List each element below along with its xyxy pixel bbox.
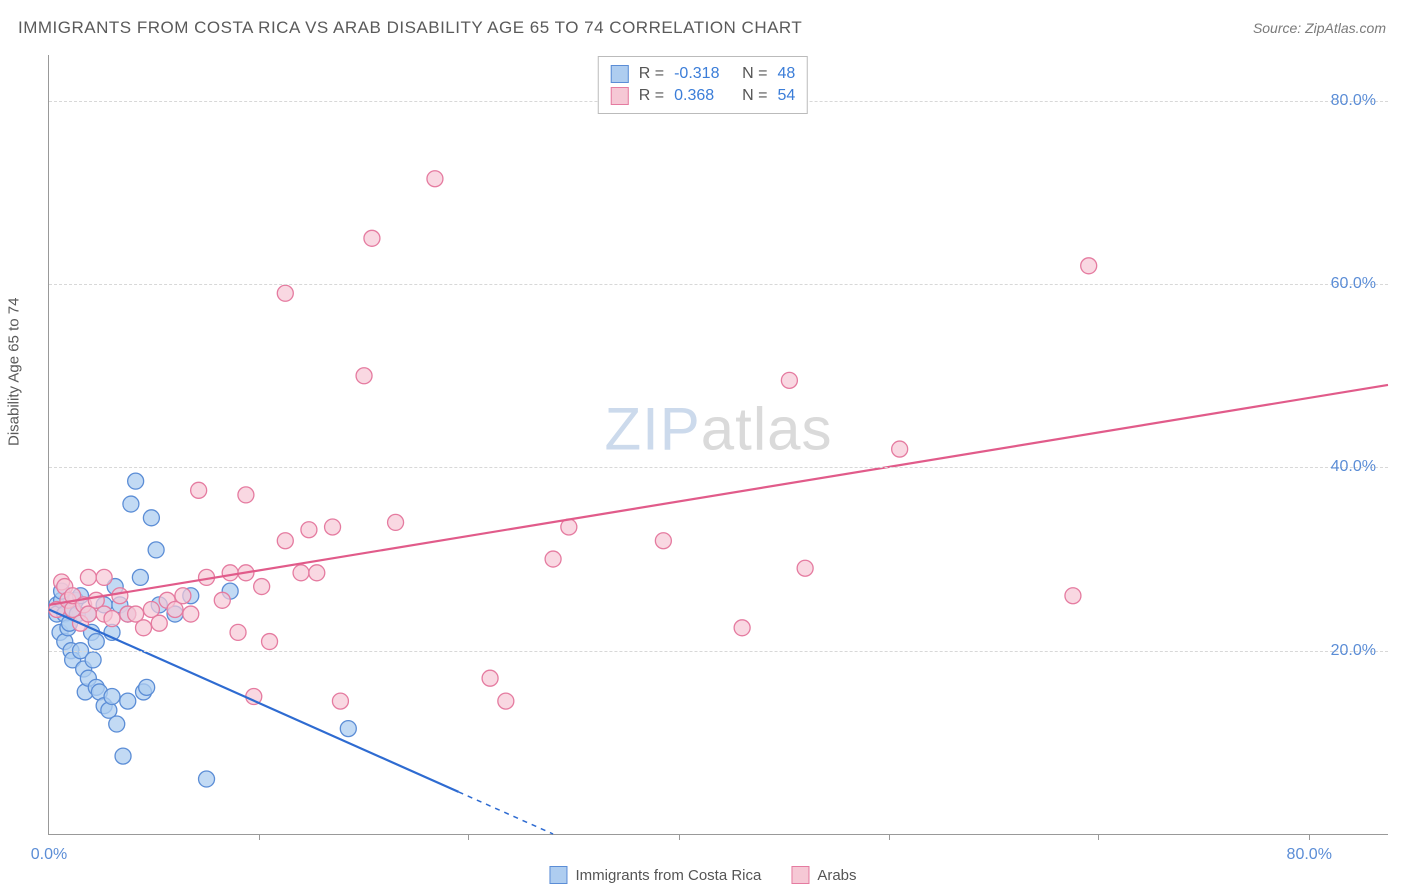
data-point <box>332 693 348 709</box>
xtick-mark <box>1098 834 1099 840</box>
gridline-h <box>49 284 1388 285</box>
data-point <box>1081 258 1097 274</box>
r-value-1: 0.368 <box>674 87 732 105</box>
data-point <box>340 721 356 737</box>
regression-line-dashed <box>459 792 554 834</box>
y-axis-label: Disability Age 65 to 74 <box>6 298 23 446</box>
data-point <box>482 670 498 686</box>
data-point <box>115 748 131 764</box>
data-point <box>388 514 404 530</box>
xtick-label: 80.0% <box>1287 846 1332 864</box>
xtick-mark <box>679 834 680 840</box>
data-point <box>148 542 164 558</box>
data-point <box>88 634 104 650</box>
data-point <box>222 565 238 581</box>
xtick-mark <box>1309 834 1310 840</box>
data-point <box>325 519 341 535</box>
data-point <box>143 510 159 526</box>
xtick-mark <box>259 834 260 840</box>
data-point <box>230 624 246 640</box>
data-point <box>545 551 561 567</box>
gridline-h <box>49 467 1388 468</box>
data-point <box>1065 588 1081 604</box>
r-value-0: -0.318 <box>674 65 732 83</box>
legend-label-0: Immigrants from Costa Rica <box>575 867 761 884</box>
bottom-legend: Immigrants from Costa Rica Arabs <box>549 866 856 884</box>
data-point <box>191 482 207 498</box>
xtick-mark <box>468 834 469 840</box>
data-point <box>277 285 293 301</box>
data-point <box>120 693 136 709</box>
plot-area: ZIPatlas 20.0%40.0%60.0%80.0%0.0%80.0% <box>48 55 1388 835</box>
chart-container: IMMIGRANTS FROM COSTA RICA VS ARAB DISAB… <box>0 0 1406 892</box>
data-point <box>132 569 148 585</box>
legend-label-1: Arabs <box>817 867 856 884</box>
swatch-series-0 <box>611 65 629 83</box>
n-value-0: 48 <box>777 65 795 83</box>
data-point <box>301 522 317 538</box>
stats-legend: R = -0.318 N = 48 R = 0.368 N = 54 <box>598 56 808 114</box>
data-point <box>151 615 167 631</box>
legend-swatch-0 <box>549 866 567 884</box>
data-point <box>655 533 671 549</box>
gridline-h <box>49 651 1388 652</box>
data-point <box>109 716 125 732</box>
r-label: R = <box>639 65 664 83</box>
plot-svg <box>49 55 1388 834</box>
r-label: R = <box>639 87 664 105</box>
data-point <box>254 579 270 595</box>
data-point <box>104 689 120 705</box>
data-point <box>797 560 813 576</box>
data-point <box>112 588 128 604</box>
ytick-label: 20.0% <box>1331 642 1376 660</box>
data-point <box>104 611 120 627</box>
data-point <box>128 473 144 489</box>
data-point <box>96 569 112 585</box>
data-point <box>892 441 908 457</box>
data-point <box>139 679 155 695</box>
data-point <box>356 368 372 384</box>
data-point <box>199 771 215 787</box>
data-point <box>136 620 152 636</box>
data-point <box>175 588 191 604</box>
chart-title: IMMIGRANTS FROM COSTA RICA VS ARAB DISAB… <box>18 18 802 38</box>
n-label: N = <box>742 87 767 105</box>
data-point <box>123 496 139 512</box>
data-point <box>214 592 230 608</box>
data-point <box>85 652 101 668</box>
data-point <box>734 620 750 636</box>
data-point <box>277 533 293 549</box>
swatch-series-1 <box>611 87 629 105</box>
data-point <box>80 569 96 585</box>
xtick-mark <box>889 834 890 840</box>
n-label: N = <box>742 65 767 83</box>
ytick-label: 40.0% <box>1331 458 1376 476</box>
stats-row-series-0: R = -0.318 N = 48 <box>611 63 795 85</box>
legend-item-0: Immigrants from Costa Rica <box>549 866 761 884</box>
legend-item-1: Arabs <box>791 866 856 884</box>
data-point <box>262 634 278 650</box>
data-point <box>293 565 309 581</box>
legend-swatch-1 <box>791 866 809 884</box>
data-point <box>183 606 199 622</box>
n-value-1: 54 <box>777 87 795 105</box>
xtick-label: 0.0% <box>31 846 67 864</box>
data-point <box>498 693 514 709</box>
data-point <box>364 230 380 246</box>
ytick-label: 60.0% <box>1331 275 1376 293</box>
ytick-label: 80.0% <box>1331 92 1376 110</box>
data-point <box>781 372 797 388</box>
data-point <box>427 171 443 187</box>
source-attribution: Source: ZipAtlas.com <box>1253 20 1386 36</box>
stats-row-series-1: R = 0.368 N = 54 <box>611 85 795 107</box>
data-point <box>309 565 325 581</box>
data-point <box>238 487 254 503</box>
